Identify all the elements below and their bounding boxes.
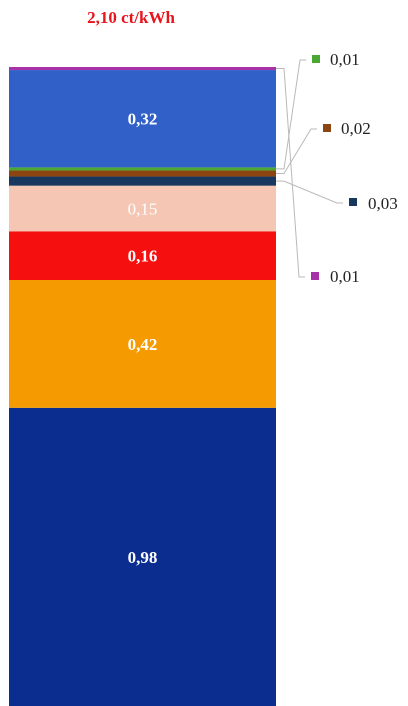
callout-marker xyxy=(349,198,357,206)
callout-label: 0,02 xyxy=(341,119,371,138)
bar-segment xyxy=(9,167,276,171)
bar-segment xyxy=(9,70,276,168)
data-label: 0,16 xyxy=(128,247,158,266)
callout-label: 0,01 xyxy=(330,267,360,286)
callout-marker xyxy=(312,55,320,63)
callout-label: 0,01 xyxy=(330,50,360,69)
bar-segment xyxy=(9,407,276,706)
bar-segment xyxy=(9,176,276,186)
leader-line xyxy=(276,68,305,278)
leader-line xyxy=(276,59,306,170)
callout-label: 0,03 xyxy=(368,194,398,213)
bar-segment xyxy=(9,280,276,408)
data-label: 0,42 xyxy=(128,335,158,354)
data-label: 0,15 xyxy=(128,199,158,218)
bar-segment xyxy=(9,67,276,71)
bar-segment xyxy=(9,170,276,177)
bar-segment xyxy=(9,231,276,280)
callout-marker xyxy=(323,124,331,132)
chart-title: 2,10 ct/kWh xyxy=(87,8,175,27)
data-label: 0,32 xyxy=(128,110,158,129)
leader-line xyxy=(276,128,317,174)
data-label: 0,98 xyxy=(128,548,158,567)
leader-line xyxy=(276,180,343,204)
bar-segment xyxy=(9,185,276,232)
callout-marker xyxy=(311,272,319,280)
